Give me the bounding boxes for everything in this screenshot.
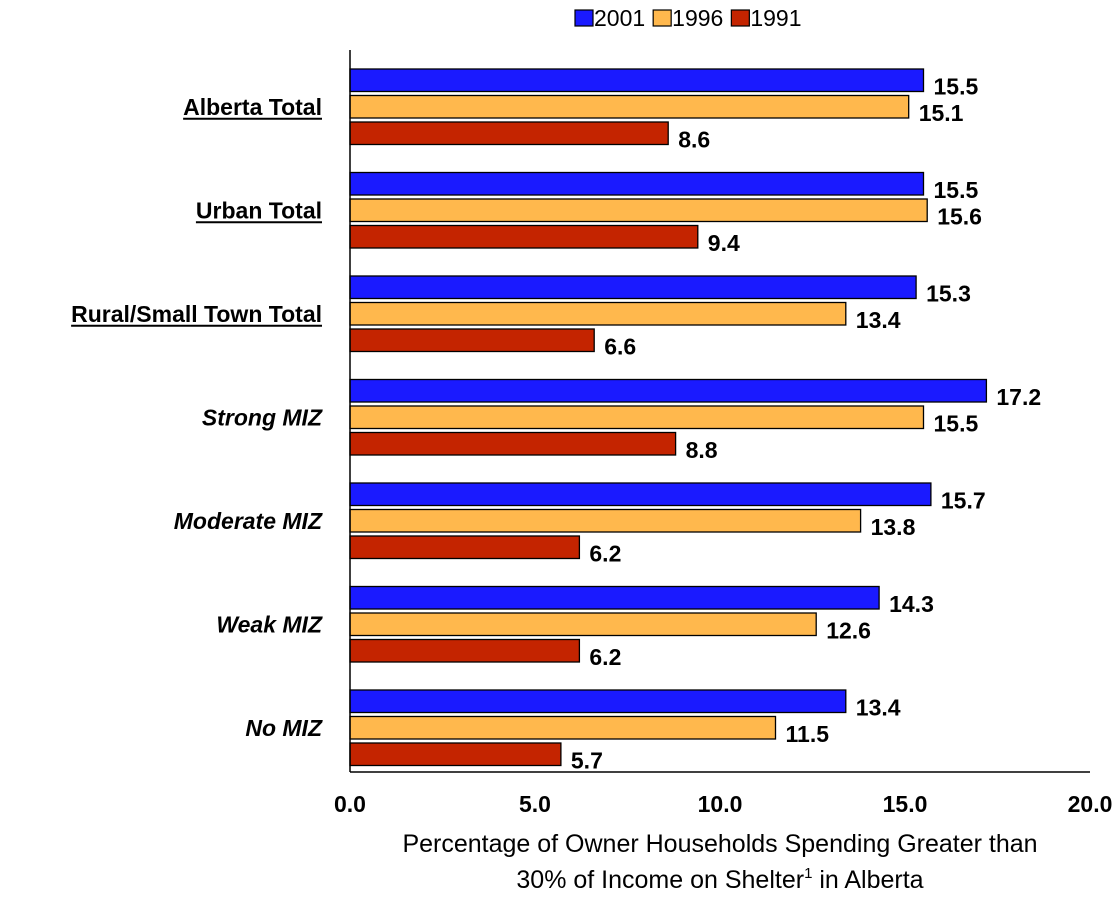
x-axis-title-line2-main: 30% of Income on Shelter xyxy=(516,866,804,894)
bar-urban-total-2001 xyxy=(349,171,925,196)
legend-label-1996: 1996 xyxy=(672,5,723,31)
legend-label-1991: 1991 xyxy=(750,5,801,31)
bar-strong-miz-1996 xyxy=(349,405,925,430)
bar-moderate-miz-1991 xyxy=(349,535,581,560)
data-label-strong-miz-1996: 15.5 xyxy=(934,410,979,436)
x-axis-title-superscript: 1 xyxy=(804,865,812,882)
bar-rural-small-town-total-1991 xyxy=(349,328,595,353)
bar-weak-miz-1991 xyxy=(349,638,581,663)
bar-alberta-total-1991 xyxy=(349,121,669,146)
bar-no-miz-1991 xyxy=(349,742,562,767)
legend-swatch-1996 xyxy=(652,9,672,27)
data-label-urban-total-2001: 15.5 xyxy=(934,177,979,203)
bar-weak-miz-2001 xyxy=(349,585,880,610)
x-axis-title-line2: 30% of Income on Shelter1 in Alberta xyxy=(516,865,923,894)
bar-rural-small-town-total-2001 xyxy=(349,275,917,300)
data-label-alberta-total-2001: 15.5 xyxy=(934,73,979,99)
data-label-urban-total-1991: 9.4 xyxy=(708,230,740,256)
data-label-moderate-miz-1996: 13.8 xyxy=(871,514,916,540)
x-tick-label: 10.0 xyxy=(698,791,743,817)
bar-urban-total-1991 xyxy=(349,224,699,249)
category-label-rural-small-town-total: Rural/Small Town Total xyxy=(71,301,322,327)
bar-strong-miz-1991 xyxy=(349,431,677,456)
x-axis-title-line2-tail: in Alberta xyxy=(812,866,923,894)
legend: 2001 1996 1991 xyxy=(574,5,802,31)
bar-moderate-miz-1996 xyxy=(349,508,862,533)
data-label-weak-miz-2001: 14.3 xyxy=(889,591,934,617)
legend-swatch-1991 xyxy=(730,9,750,27)
category-label-strong-miz: Strong MIZ xyxy=(202,404,323,430)
data-label-alberta-total-1996: 15.1 xyxy=(919,100,964,126)
data-label-rural-small-town-total-2001: 15.3 xyxy=(926,280,971,306)
category-label-alberta-total: Alberta Total xyxy=(183,94,322,120)
data-label-rural-small-town-total-1996: 13.4 xyxy=(856,307,901,333)
x-tick-label: 0.0 xyxy=(334,791,366,817)
x-tick-labels: 0.0 5.0 10.0 15.0 20.0 xyxy=(334,791,1112,817)
x-axis-title-line1: Percentage of Owner Households Spending … xyxy=(402,830,1037,858)
data-label-rural-small-town-total-1991: 6.6 xyxy=(604,333,636,359)
bar-rural-small-town-total-1996 xyxy=(349,301,847,326)
bar-strong-miz-2001 xyxy=(349,378,988,403)
data-label-moderate-miz-2001: 15.7 xyxy=(941,487,986,513)
data-label-no-miz-2001: 13.4 xyxy=(856,694,901,720)
bars-group: 15.515.18.615.515.69.415.313.46.617.215.… xyxy=(349,68,1041,773)
data-label-no-miz-1996: 11.5 xyxy=(786,721,830,747)
bar-weak-miz-1996 xyxy=(349,612,817,637)
data-label-alberta-total-1991: 8.6 xyxy=(678,126,710,152)
category-label-weak-miz: Weak MIZ xyxy=(216,611,323,637)
data-label-strong-miz-2001: 17.2 xyxy=(996,384,1041,410)
bar-no-miz-1996 xyxy=(349,715,777,740)
legend-swatch-2001 xyxy=(574,9,594,27)
bar-alberta-total-1996 xyxy=(349,94,910,119)
bar-moderate-miz-2001 xyxy=(349,482,932,507)
bar-alberta-total-2001 xyxy=(349,68,925,93)
x-tick-label: 5.0 xyxy=(519,791,551,817)
bar-urban-total-1996 xyxy=(349,198,928,223)
data-label-urban-total-1996: 15.6 xyxy=(937,203,982,229)
x-tick-label: 20.0 xyxy=(1068,791,1113,817)
category-labels: Alberta Total Urban Total Rural/Small Town… xyxy=(71,94,323,741)
data-label-weak-miz-1991: 6.2 xyxy=(589,644,621,670)
category-label-urban-total: Urban Total xyxy=(196,197,322,223)
data-label-strong-miz-1991: 8.8 xyxy=(686,437,718,463)
bar-no-miz-2001 xyxy=(349,689,847,714)
legend-label-2001: 2001 xyxy=(594,5,645,31)
category-label-moderate-miz: Moderate MIZ xyxy=(174,508,323,534)
data-label-no-miz-1991: 5.7 xyxy=(571,747,603,773)
category-label-no-miz: No MIZ xyxy=(245,715,323,741)
data-label-weak-miz-1996: 12.6 xyxy=(826,617,871,643)
x-tick-label: 15.0 xyxy=(883,791,928,817)
data-label-moderate-miz-1991: 6.2 xyxy=(589,540,621,566)
